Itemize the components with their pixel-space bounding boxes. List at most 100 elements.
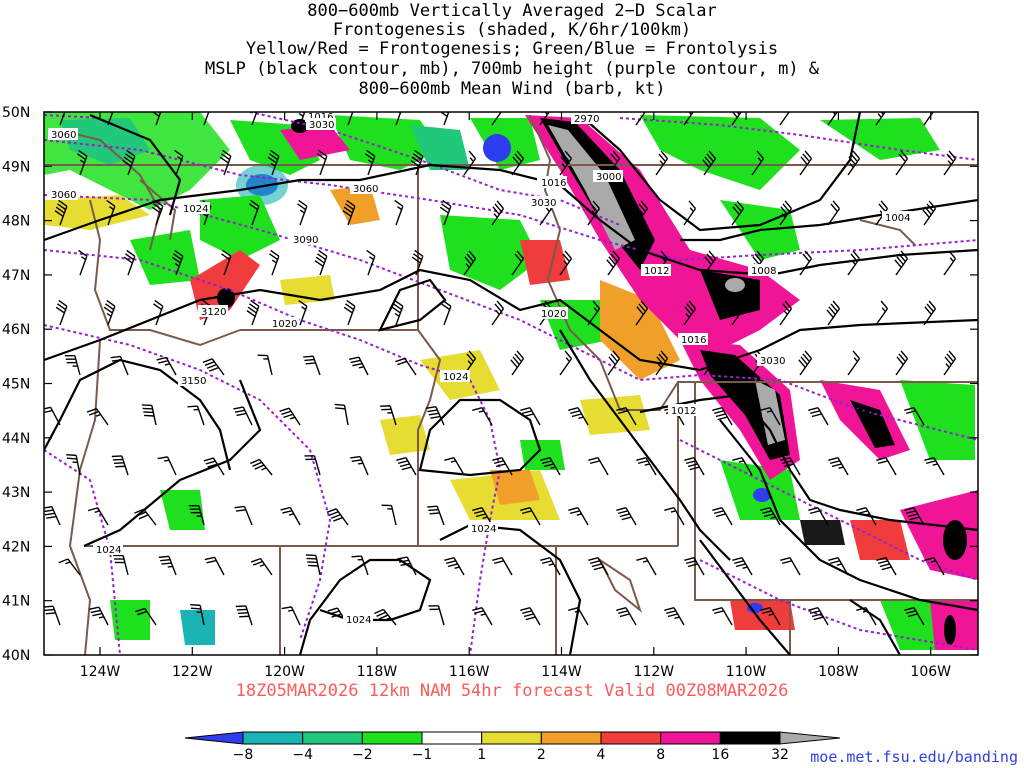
wind-barb (559, 150, 573, 176)
colorbar: −8 −4 −2 −1 1 2 4 8 16 32 (184, 731, 841, 763)
wind-barb (856, 407, 877, 426)
wind-barb (779, 112, 790, 126)
wind-barb (760, 507, 781, 526)
wind-barb (439, 199, 452, 226)
lon-label: 118W (357, 664, 398, 680)
colorbar-tick-label: 1 (477, 747, 486, 763)
wind-barb (348, 356, 369, 376)
wind-barb (856, 607, 877, 626)
forecast-valid-time: 18Z05MAR2026 12km NAM 54hr forecast Vali… (235, 681, 789, 701)
wind-barb (396, 457, 417, 476)
mslp-label: 1024 (346, 615, 371, 626)
wind-barb (731, 200, 745, 226)
wind-barb (616, 607, 637, 626)
wind-barb (540, 457, 561, 476)
wind-barb (174, 149, 184, 176)
wind-barb (326, 508, 349, 526)
wind-barb (221, 249, 232, 276)
wind-barb (64, 354, 81, 376)
wind-barb (365, 149, 376, 176)
wind-barb (441, 299, 452, 326)
wind-barb (397, 556, 417, 576)
height-label: 3030 (309, 120, 334, 131)
source-credit[interactable]: moe.met.fsu.edu/banding (810, 748, 1018, 766)
height-label: 3060 (51, 130, 76, 141)
wind-barb (760, 607, 781, 626)
height-label: 3000 (596, 172, 621, 183)
wind-barb (280, 506, 301, 526)
wind-barb (856, 507, 877, 526)
wind-barb (808, 507, 829, 526)
wind-barb (472, 407, 493, 426)
mslp-label: 1012 (644, 266, 669, 277)
wind-barb (88, 606, 109, 626)
wind-barb (732, 557, 753, 576)
wind-barb (342, 199, 356, 226)
wind-barb (895, 150, 909, 176)
wind-barb (267, 149, 280, 176)
wind-barb (540, 557, 561, 576)
lat-label: 49N (2, 159, 30, 175)
wind-barb (943, 150, 957, 176)
wind-barb (876, 557, 897, 576)
wind-barb (876, 457, 897, 476)
lat-label: 44N (2, 431, 30, 447)
wind-barb (158, 555, 177, 576)
wind-barb (171, 249, 184, 276)
wind-barb (156, 356, 177, 376)
colorbar-box (660, 731, 721, 745)
wind-barb (606, 250, 621, 276)
wind-barb (463, 150, 477, 176)
wind-barb (559, 350, 573, 376)
wind-barb (847, 350, 861, 376)
colorbar-tick-label: −8 (233, 747, 254, 763)
lon-label: 106W (910, 664, 951, 680)
wind-barb (347, 112, 354, 126)
wind-barb (943, 350, 957, 376)
colorbar-box (540, 731, 602, 745)
wind-barb (304, 455, 321, 476)
wind-barb (779, 200, 793, 226)
title-line-5: 800−600mb Mean Wind (barb, kt) (358, 79, 666, 99)
longitude-axis: 124W 122W 120W 118W 116W 114W 112W 110W 108W 106W (80, 112, 951, 680)
wind-barb (924, 557, 945, 576)
title-line-3: Yellow/Red = Frontogenesis; Green/Blue =… (245, 39, 779, 59)
wind-barb (134, 508, 157, 526)
wind-barb (246, 299, 260, 326)
latitude-axis: 50N 49N 48N 47N 46N 45N 44N 43N 42N 41N 40N (2, 105, 978, 664)
wind-barb (250, 557, 273, 576)
wind-barb (257, 354, 273, 376)
wind-barb (203, 112, 210, 126)
wind-barb (249, 458, 273, 476)
wind-barb (779, 300, 793, 326)
colorbar-tick-label: −4 (292, 747, 313, 763)
wind-barb (587, 300, 601, 326)
lon-label: 120W (264, 664, 305, 680)
wind-barb (44, 605, 61, 626)
colorbar-box (242, 731, 304, 745)
wind-barb (249, 199, 260, 226)
wind-barb (314, 249, 328, 276)
lat-label: 45N (2, 377, 30, 393)
wind-barb (135, 607, 157, 626)
wind-barb (568, 507, 589, 526)
height-label: 2970 (574, 114, 599, 125)
wind-barb (427, 505, 445, 526)
wind-barb (492, 557, 513, 576)
wind-barb (922, 200, 937, 226)
wind-barb (66, 453, 81, 476)
wind-barb (141, 404, 157, 426)
wind-barb (731, 300, 745, 326)
colorbar-box (421, 731, 483, 745)
lon-label: 112W (634, 664, 675, 680)
colorbar-upper-cap (779, 731, 841, 745)
lon-label: 116W (449, 664, 490, 680)
wind-barb (568, 407, 589, 426)
wind-barb (153, 299, 164, 326)
mslp-label: 1008 (751, 266, 776, 277)
mslp-label: 1024 (96, 545, 121, 556)
mslp-label: 1016 (681, 335, 706, 346)
wind-barb (702, 150, 717, 176)
wind-barb (780, 557, 801, 576)
